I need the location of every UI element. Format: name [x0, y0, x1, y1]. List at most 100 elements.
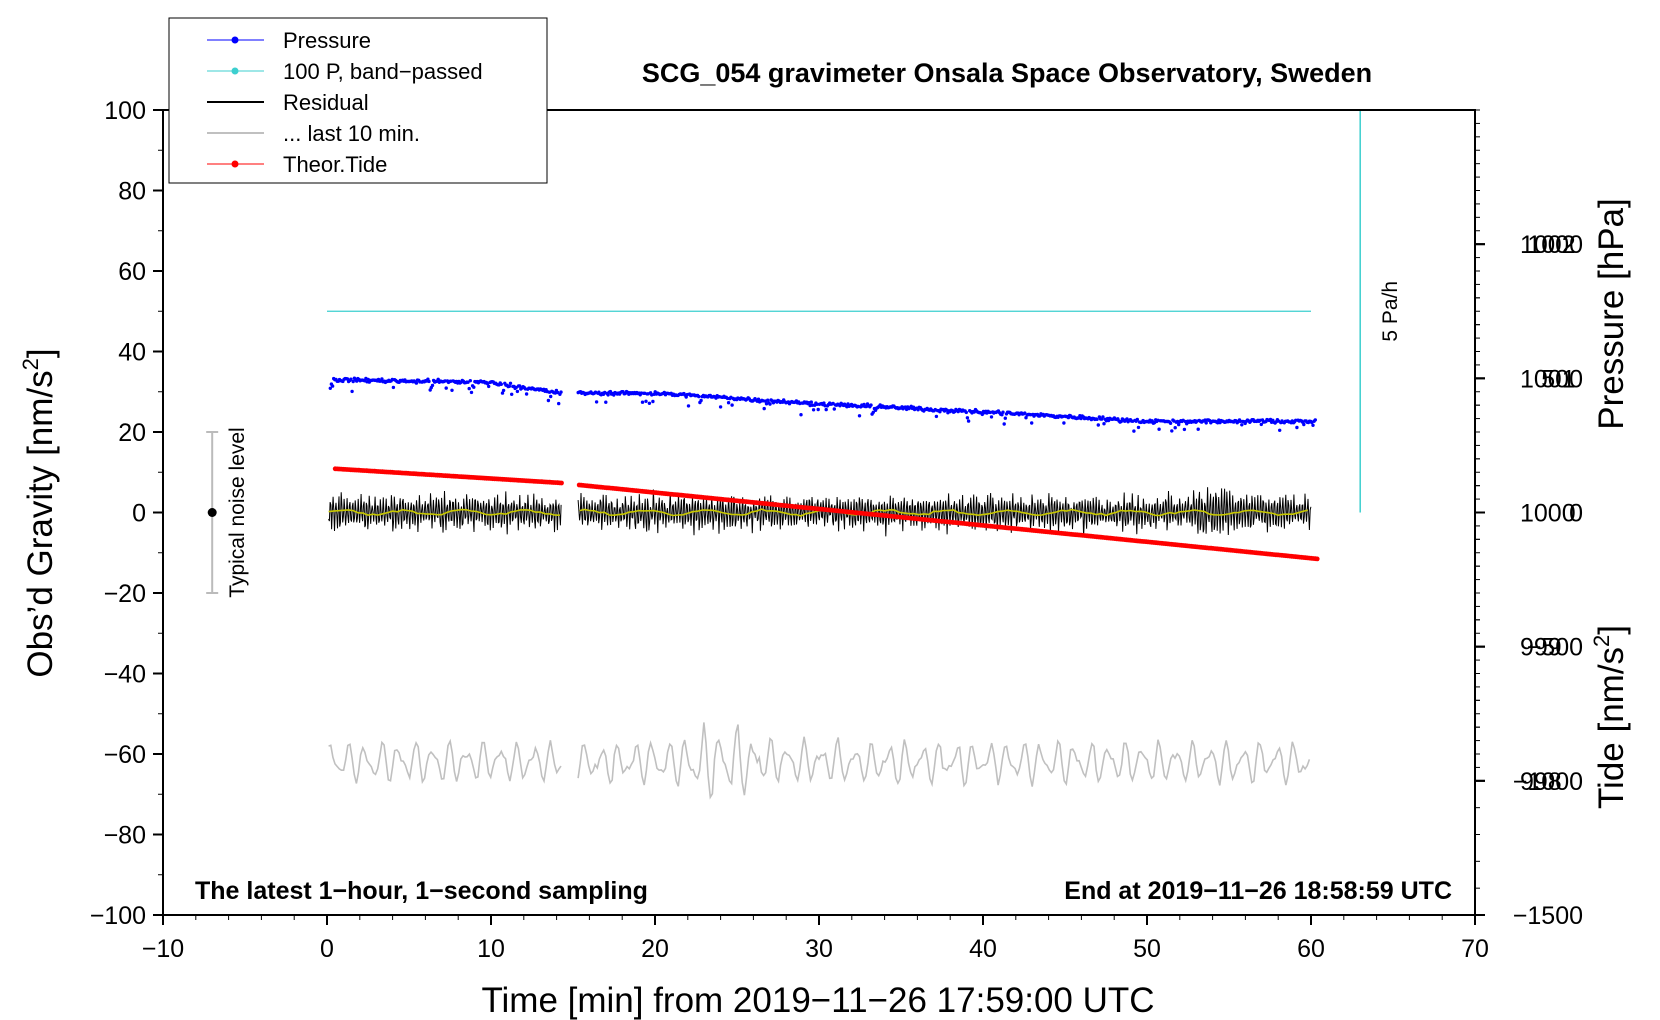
legend-label-band-passed: 100 P, band−passed	[283, 59, 483, 84]
pressure-point	[499, 382, 503, 386]
x-tick-label-6: 50	[1133, 935, 1161, 963]
x-axis: −10 0 10 20 30 40 50 60 70	[142, 915, 1489, 963]
pressure-point	[1102, 422, 1106, 426]
pressure-point	[1313, 418, 1318, 422]
pressure-point	[1311, 423, 1315, 427]
pressure-point	[1204, 421, 1208, 425]
y-tick-label-8: −60	[104, 741, 146, 769]
pressure-point	[1157, 427, 1161, 431]
x-tick-label-3: 20	[641, 935, 669, 963]
pressure-point	[816, 407, 820, 412]
legend-box	[168, 17, 548, 184]
chart-title: SCG_054 gravimeter Onsala Space Observat…	[642, 58, 1372, 88]
pressure-point	[869, 403, 873, 407]
legend-item-theor-tide: Theor.Tide	[207, 152, 387, 177]
y-tick-label-6: −20	[104, 580, 146, 608]
legend: Pressure 100 P, band−passed Residual ...…	[168, 17, 548, 184]
pressure-point	[508, 381, 513, 385]
y-tick-label-1: 80	[118, 178, 146, 206]
pressure-point	[546, 398, 551, 403]
pressure-point	[1196, 427, 1200, 431]
x-tick-label-7: 60	[1297, 935, 1325, 963]
pressure-point	[468, 379, 472, 383]
tide-tick-label-3: −500	[1527, 634, 1583, 662]
legend-item-last-10-min: ... last 10 min.	[207, 121, 420, 146]
pressure-point	[351, 379, 355, 384]
pressure-point	[328, 386, 332, 390]
pressure-point	[811, 408, 816, 412]
pressure-point	[1023, 411, 1027, 415]
pressure-point	[697, 394, 701, 399]
y-tick-label-0: 100	[104, 97, 146, 125]
pressure-point	[1095, 417, 1099, 421]
pressure-point	[380, 377, 384, 381]
annotation-sampling: The latest 1−hour, 1−second sampling	[195, 877, 648, 905]
x-axis-label: Time [min] from 2019−11−26 17:59:00 UTC	[481, 981, 1154, 1020]
pressure-point	[1096, 423, 1101, 427]
legend-marker-pressure	[231, 36, 239, 44]
pressure-point	[555, 390, 560, 395]
pressure-point	[1003, 416, 1007, 420]
pressure-point	[647, 401, 652, 405]
pressure-point	[515, 389, 520, 394]
pressure-point	[430, 383, 435, 388]
legend-marker-theor-tide	[231, 160, 239, 168]
pressure-point	[1240, 423, 1244, 427]
pressure-tick-label-2: 1000	[1520, 500, 1576, 528]
pressure-point	[500, 391, 505, 395]
y-axis-label-tide-sup: 2	[1589, 635, 1614, 647]
pressure-tick-label-4: 998	[1520, 768, 1562, 796]
scale-bar-label: 5 Pa/h	[1379, 281, 1402, 342]
pressure-point	[832, 407, 836, 411]
y-tick-label-7: −40	[104, 661, 146, 689]
pressure-point	[966, 419, 971, 423]
pressure-point	[1295, 425, 1299, 430]
y-tick-label-9: −80	[104, 822, 146, 850]
series-residual-smoothed-line-0	[328, 508, 560, 517]
pressure-point	[524, 392, 529, 396]
pressure-point	[557, 401, 561, 406]
pressure-point	[809, 400, 813, 404]
pressure-point	[640, 400, 645, 404]
pressure-point	[1101, 415, 1105, 419]
annotation-end-time: End at 2019−11−26 18:58:59 UTC	[1064, 877, 1452, 905]
pressure-point	[766, 398, 770, 402]
pressure-point	[469, 390, 474, 395]
pressure-point	[472, 385, 476, 389]
pressure-point	[1136, 425, 1141, 430]
pressure-point	[644, 399, 648, 403]
tide-tick-label-1: 500	[1541, 365, 1583, 393]
pressure-tick-label-3: 999	[1520, 634, 1562, 662]
legend-label-last-10-min: ... last 10 min.	[283, 121, 420, 146]
pressure-tick-label-1: 1001	[1520, 365, 1576, 393]
tide-point	[559, 480, 564, 486]
pressure-point	[762, 406, 766, 411]
pressure-point	[1024, 416, 1028, 420]
pressure-point	[1170, 429, 1174, 433]
pressure-point	[501, 388, 506, 393]
pressure-point	[1001, 410, 1005, 414]
tide-tick-label-4: −1000	[1513, 768, 1583, 796]
legend-label-theor-tide: Theor.Tide	[283, 152, 387, 177]
pressure-point	[444, 386, 448, 390]
pressure-point	[507, 384, 512, 388]
x-tick-label-0: −10	[142, 935, 184, 963]
pressure-point	[718, 405, 723, 409]
pressure-point	[964, 410, 968, 415]
x-tick-label-2: 10	[477, 935, 505, 963]
pressure-point	[1177, 422, 1181, 427]
y-axis-label-tide-main: Tide [nm/s	[1592, 647, 1631, 809]
pressure-point	[799, 413, 803, 417]
pressure-point	[1259, 422, 1264, 427]
x-tick-label-1: 0	[320, 935, 334, 963]
pressure-point	[726, 401, 731, 405]
y-axis-label-left: Obs’d Gravity [nm/s2]	[18, 348, 60, 677]
tide-tick-label-2: 0	[1569, 500, 1583, 528]
y-axis-left: 100 80 60 40 20 0 −20 −40 −60 −80 −100	[90, 97, 163, 930]
pressure-point	[989, 415, 994, 419]
legend-item-band-passed: 100 P, band−passed	[207, 59, 483, 84]
pressure-point	[1173, 426, 1177, 430]
pressure-point	[349, 377, 353, 381]
legend-label-residual: Residual	[283, 90, 369, 115]
pressure-point	[871, 410, 875, 414]
